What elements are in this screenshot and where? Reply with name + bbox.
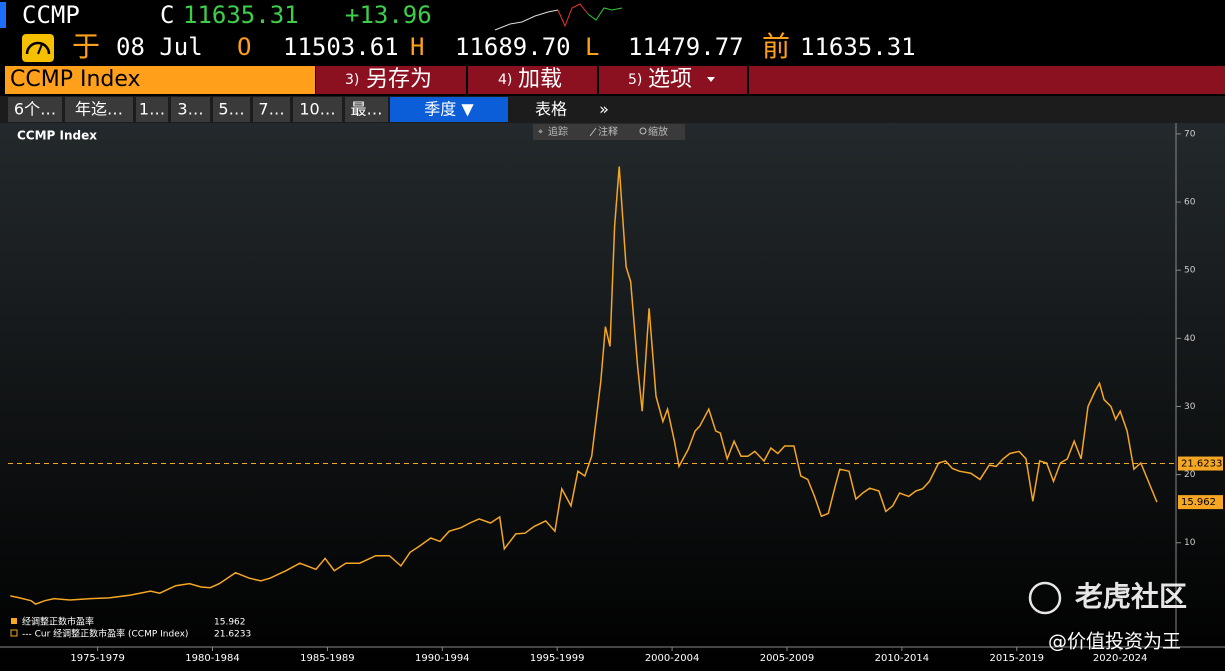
legend-label: --- Cur 经调整正数市盈率 (CCMP Index): [22, 628, 188, 640]
tab-label: 最…: [350, 100, 382, 119]
open: 11503.61: [283, 33, 399, 61]
menu-label[interactable]: 另存为: [366, 67, 432, 92]
watermark: 老虎社区: [1075, 580, 1187, 613]
y-tick-label: 60: [1184, 198, 1196, 208]
tool-icon: [589, 127, 597, 137]
chart-title: CCMP Index: [17, 129, 97, 143]
ticker: CCMP: [22, 1, 80, 29]
menu-label[interactable]: 选项: [648, 67, 692, 92]
x-tick-label: 2015-2019: [990, 653, 1045, 664]
x-tick-label: 2010-2014: [875, 653, 930, 664]
y-tick-label: 40: [1184, 334, 1196, 344]
tool[interactable]: 缩放: [648, 125, 668, 138]
tab-label: 表格: [535, 100, 567, 119]
value-box: [1178, 495, 1223, 510]
tool-icon: [639, 127, 647, 135]
gauge-icon[interactable]: [22, 34, 54, 62]
date: 08 Jul: [116, 33, 203, 61]
change: +13.96: [345, 1, 432, 29]
y-tick-label: 20: [1184, 470, 1196, 480]
x-tick-label: 1990-1994: [415, 653, 470, 664]
legend-label: 经调整正数市盈率: [22, 616, 94, 628]
sparkline: [587, 7, 623, 21]
y-tick-label: 30: [1184, 402, 1196, 412]
legend-value: 15.962: [214, 618, 246, 628]
watermark: @价值投资为王: [1048, 631, 1181, 653]
tool[interactable]: 追踪: [548, 125, 568, 138]
tab-label: 6个…: [14, 100, 56, 119]
prev-label: 前: [762, 30, 790, 63]
tab[interactable]: [213, 97, 250, 122]
date-label: 于: [72, 30, 100, 63]
tab[interactable]: [390, 97, 508, 122]
value-label: 15.962: [1181, 497, 1216, 508]
close: 11635.31: [183, 1, 299, 29]
value-label: 21.6233: [1181, 459, 1222, 470]
x-tick-label: 1975-1979: [70, 653, 125, 664]
x-tick-label: 1995-1999: [530, 653, 585, 664]
tab-label: 7…: [258, 100, 284, 119]
x-tick-label: 1980-1984: [185, 653, 240, 664]
chart-area: [0, 123, 1225, 671]
x-tick-label: 1985-1989: [300, 653, 355, 664]
menu-items: 3) 另存为 4) 加载 5) 选项: [345, 66, 749, 94]
tab[interactable]: [8, 97, 62, 122]
marker: [0, 2, 6, 28]
y-tick-label: 50: [1184, 266, 1196, 276]
y-tick-label: 10: [1184, 538, 1196, 548]
legend-value: 21.6233: [214, 630, 251, 640]
tab-label: »: [599, 100, 609, 119]
tabs: 6个… 年迄… 1… 3… 5… 7… 10… 最… 季度 ▼ 表格 »: [8, 97, 615, 122]
gauge-icon: [25, 41, 51, 55]
plot: 10 20 30 40 50 60 70 1975-1979 1980-1984 1985-198…: [0, 123, 1225, 664]
tab-label: 1…: [139, 100, 165, 119]
open-label: O: [237, 33, 251, 61]
x-tick-label: 2020-2024: [1093, 653, 1148, 664]
tab-label: 10…: [299, 100, 335, 119]
series-line: [10, 166, 1158, 605]
high-label: H: [410, 33, 424, 61]
close-label: C: [160, 1, 174, 29]
value-box: [1178, 456, 1223, 471]
legend-swatch: [10, 629, 18, 637]
tab[interactable]: [253, 97, 290, 122]
menu-bar: [316, 66, 1225, 94]
menu-key[interactable]: 5): [628, 72, 642, 88]
tab[interactable]: [345, 97, 388, 122]
dropdown-arrow: [707, 77, 715, 82]
sparkline: [557, 3, 589, 28]
tab[interactable]: [171, 97, 210, 122]
menu-label[interactable]: 加载: [518, 67, 562, 92]
low: 11479.77: [628, 33, 744, 61]
tab-label: 季度 ▼: [424, 100, 474, 119]
gauge-icon: [37, 43, 43, 55]
security: CCMP Index: [10, 67, 141, 92]
x-tick-label: 2000-2004: [645, 653, 700, 664]
legend-swatch: [11, 618, 17, 624]
tab-label: 5…: [218, 100, 244, 119]
prev: 11635.31: [800, 33, 916, 61]
tab-label: 3…: [177, 100, 203, 119]
sparkline: [494, 9, 559, 31]
high: 11689.70: [455, 33, 571, 61]
tab[interactable]: [593, 97, 615, 122]
security-box[interactable]: [5, 66, 315, 94]
watermark-icon: [1028, 581, 1062, 615]
tab[interactable]: [293, 97, 342, 122]
menu-key[interactable]: 3): [345, 72, 359, 88]
low-label: L: [585, 33, 599, 61]
x-tick-label: 2005-2009: [760, 653, 815, 664]
menu-key[interactable]: 4): [498, 72, 512, 88]
tool-icon: ⌖: [538, 128, 543, 138]
tool[interactable]: 注释: [598, 125, 618, 138]
tab[interactable]: [136, 97, 168, 122]
y-tick-label: 70: [1184, 129, 1196, 139]
tab-label: 年迄…: [75, 100, 123, 119]
tab[interactable]: [512, 97, 590, 122]
chart-toolbar: [533, 124, 685, 140]
tab[interactable]: [65, 97, 133, 122]
